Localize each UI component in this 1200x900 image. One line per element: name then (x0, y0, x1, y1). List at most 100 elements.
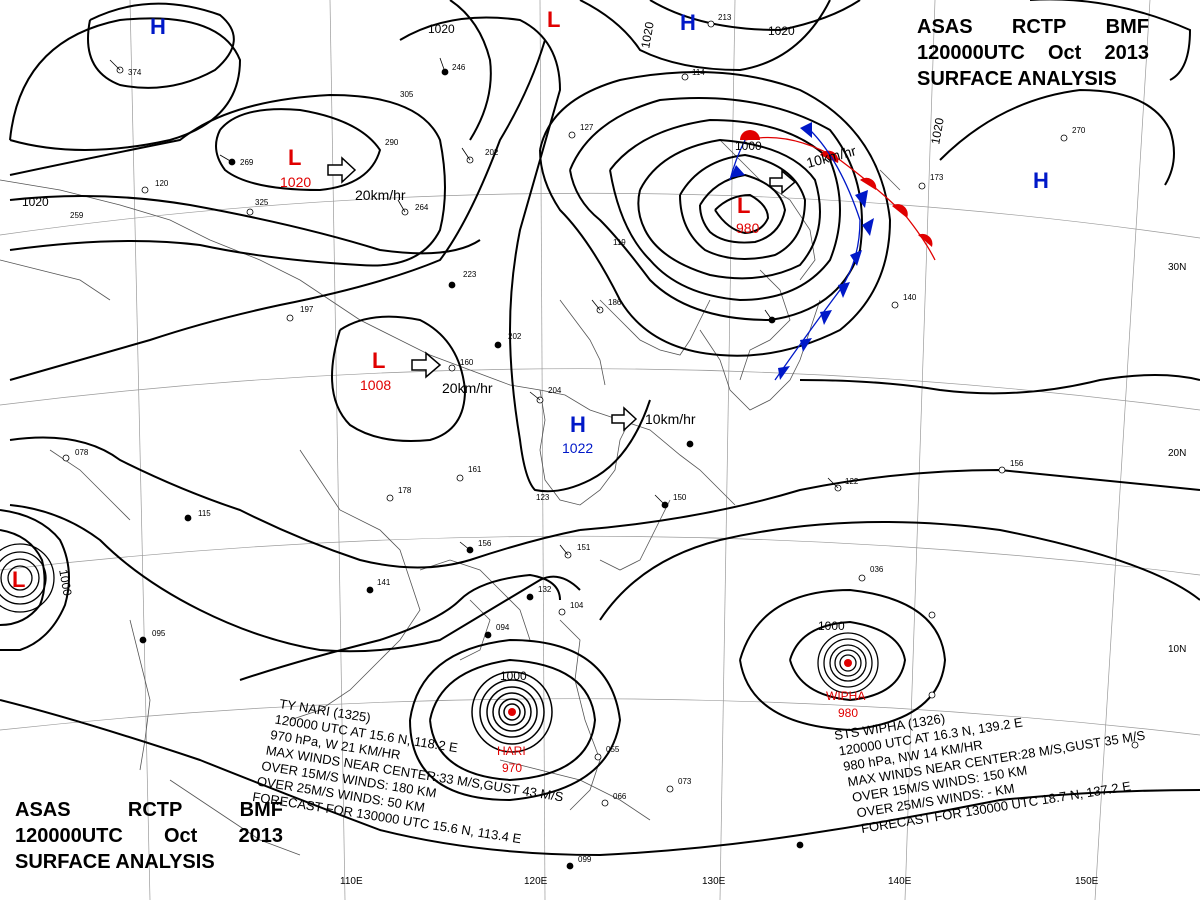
low-center-l-letter: L (12, 567, 25, 592)
typhoon-pressure: 980 (838, 706, 858, 720)
station-number: 120 (155, 179, 169, 188)
lat-label: 10N (1168, 644, 1186, 655)
isobar-labels: 1020 1020 1020 1020 1020 1000 1000 1000 … (22, 20, 947, 683)
isobar-label: 1000 (818, 619, 845, 633)
high-center-h-letter: H (570, 412, 586, 437)
station-observations: 374 246 305 290 202 127 114 269 264 325 … (70, 13, 1086, 864)
title-station: RCTP (127, 799, 183, 821)
high-center-value: 1022 (562, 440, 593, 456)
title-office: BMF (239, 799, 283, 821)
station-number: 161 (468, 465, 482, 474)
motion-speed-label: 10km/hr (645, 411, 696, 427)
title-agency: ASAS (15, 799, 71, 821)
isobar-label: 1020 (928, 116, 946, 145)
station-number: 178 (398, 486, 412, 495)
station-markers (62, 20, 1139, 870)
typhoon-labels: HARI 970 WIPHA 980 (497, 689, 865, 775)
station-number: 173 (930, 173, 944, 182)
lon-label: 110E (340, 876, 363, 887)
station-number: 132 (538, 585, 552, 594)
station-number: 078 (75, 448, 89, 457)
motion-speed-label: 20km/hr (355, 187, 406, 203)
station-number: 141 (377, 578, 391, 587)
station-number: 223 (463, 270, 477, 279)
pressure-centers: H L H H L 1020 L 980 L 1008 H 1022 L (12, 7, 1049, 592)
title-agency: ASAS (917, 16, 973, 38)
title-month: Oct (1048, 42, 1082, 64)
station-number: 151 (577, 543, 591, 552)
typhoon-nari-rings (471, 671, 553, 753)
low-center-value: 980 (736, 220, 760, 236)
low-center-l-letter: L (547, 7, 560, 32)
lon-label: 150E (1075, 876, 1099, 887)
isobar-label: 1000 (735, 139, 762, 153)
title-year: 2013 (238, 825, 284, 847)
chart-title-bottom-left: ASAS RCTP BMF 120000UTC Oct 2013 SURFACE… (15, 797, 283, 875)
station-number: 160 (460, 358, 474, 367)
station-number: 122 (845, 477, 859, 486)
title-year: 2013 (1104, 42, 1150, 64)
station-number: 259 (70, 211, 84, 220)
title-time: 120000UTC (15, 825, 123, 847)
high-center-h-letter: H (680, 10, 696, 35)
lon-label: 130E (702, 876, 726, 887)
typhoon-symbol-icon (508, 659, 852, 716)
isobar-label: 1020 (428, 22, 455, 36)
typhoon-pressure: 970 (502, 761, 522, 775)
lon-label: 140E (888, 876, 912, 887)
motion-speed-label: 20km/hr (442, 380, 493, 396)
station-number: 270 (1072, 126, 1086, 135)
low-center-value: 1008 (360, 377, 391, 393)
station-number: 055 (606, 745, 620, 754)
station-number: 202 (508, 332, 522, 341)
isobar-label: 1000 (56, 568, 74, 597)
station-number: 127 (580, 123, 594, 132)
title-office: BMF (1105, 16, 1149, 38)
typhoon-name: HARI (497, 744, 526, 758)
isobar-label: 1020 (22, 195, 49, 209)
title-station: RCTP (1011, 16, 1067, 38)
high-center-h-letter: H (150, 14, 166, 39)
station-number: 202 (485, 148, 499, 157)
station-number: 264 (415, 203, 429, 212)
lat-label: 20N (1168, 448, 1186, 459)
station-number: 197 (300, 305, 314, 314)
chart-title-top-right: ASAS RCTP BMF 120000UTC Oct 2013 SURFACE… (917, 14, 1149, 92)
graticule-labels: 30N 20N 10N 110E 120E 130E 140E 150E (340, 262, 1186, 887)
coastlines (0, 139, 901, 856)
isobar-label: 1020 (768, 24, 795, 38)
typhoon-wipha-rings (817, 632, 879, 694)
isobar-label: 1020 (638, 20, 656, 49)
station-number: 213 (718, 13, 732, 22)
left-low-rings (0, 543, 55, 613)
station-number: 114 (692, 68, 705, 77)
station-number: 156 (1010, 459, 1024, 468)
low-center-l-letter: L (372, 348, 385, 373)
motion-arrows (327, 156, 797, 432)
lon-label: 120E (524, 876, 548, 887)
isobars (0, 0, 1200, 857)
title-type: SURFACE ANALYSIS (917, 68, 1117, 90)
station-number: 186 (608, 298, 622, 307)
station-number: 099 (578, 855, 592, 864)
station-number: 156 (478, 539, 492, 548)
station-number: 115 (198, 509, 211, 518)
station-number: 325 (255, 198, 269, 207)
station-number: 305 (400, 90, 414, 99)
wipha-info-block: STS WIPHA (1326) 120000 UTC AT 16.3 N, 1… (833, 711, 1146, 836)
station-number: 246 (452, 63, 466, 72)
wind-barbs (109, 57, 839, 556)
cold-front (729, 122, 874, 381)
title-time: 120000UTC (917, 42, 1025, 64)
station-number: 066 (613, 792, 627, 801)
station-number: 123 (536, 493, 550, 502)
high-center-h-letter: H (1033, 168, 1049, 193)
station-number: 104 (570, 601, 584, 610)
low-center-l-letter: L (737, 193, 750, 218)
low-center-l-letter: L (288, 145, 301, 170)
station-number: 119 (613, 238, 626, 247)
station-number: 150 (673, 493, 687, 502)
station-number: 290 (385, 138, 399, 147)
station-number: 036 (870, 565, 884, 574)
